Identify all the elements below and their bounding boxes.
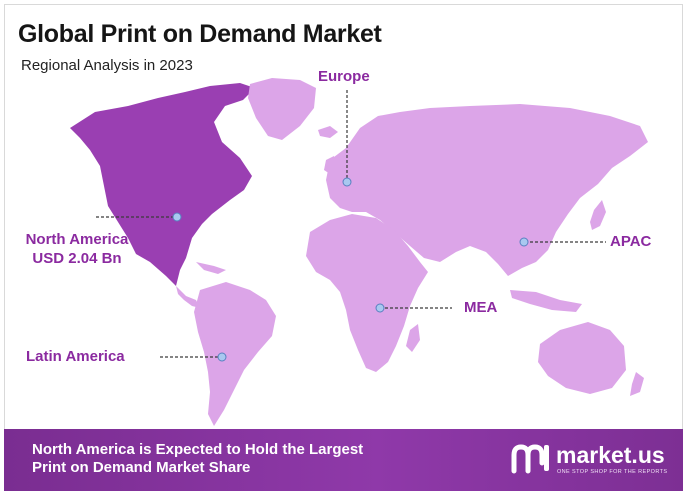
north-america-value: USD 2.04 Bn [32, 250, 122, 267]
label-mea: MEA [464, 299, 498, 316]
central-america-shape [176, 286, 200, 308]
north-america-shape [70, 83, 255, 286]
madagascar-shape [406, 324, 420, 352]
europe-marker [342, 177, 352, 187]
brand-block: market.us ONE STOP SHOP FOR THE REPORTS [510, 441, 680, 481]
brand-name: market.us [556, 442, 665, 468]
north-america-name: North America [25, 231, 129, 248]
latin-america-marker [217, 352, 227, 362]
uk-shape [324, 156, 336, 174]
label-north-america: North America USD 2.04 Bn [8, 230, 146, 268]
label-europe: Europe [318, 68, 370, 85]
caribbean-shape [196, 262, 226, 274]
label-apac: APAC [610, 233, 652, 250]
apac-marker [519, 237, 529, 247]
market-us-logo-icon [511, 444, 549, 474]
africa-shape [306, 214, 428, 372]
australia-shape [538, 322, 626, 394]
page-subtitle: Regional Analysis in 2023 [21, 57, 193, 74]
greenland-shape [248, 78, 316, 140]
mea-marker [375, 303, 385, 313]
south-america-shape [194, 282, 276, 426]
new-zealand-shape [630, 372, 644, 396]
footer-line-1: North America is Expected to Hold the La… [32, 441, 364, 458]
page-title: Global Print on Demand Market [18, 20, 382, 48]
brand-tagline: ONE STOP SHOP FOR THE REPORTS [557, 469, 668, 475]
japan-shape [590, 200, 606, 230]
iceland-shape [318, 126, 338, 138]
footer-banner: North America is Expected to Hold the La… [4, 429, 683, 491]
label-latin-america: Latin America [26, 348, 125, 365]
indonesia-shape [510, 290, 582, 312]
footer-text: North America is Expected to Hold the La… [32, 441, 452, 477]
north-america-marker [172, 212, 182, 222]
eurasia-shape [326, 104, 648, 276]
footer-line-2: Print on Demand Market Share [32, 459, 251, 476]
